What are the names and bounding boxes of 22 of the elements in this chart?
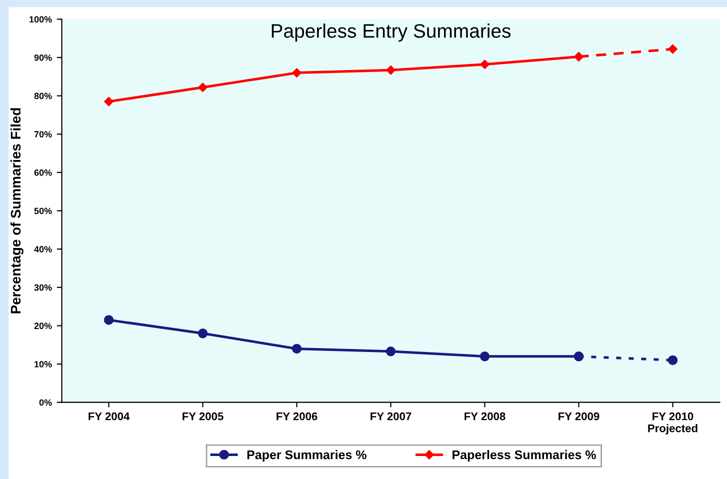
- x-tick-label: FY 2008: [464, 412, 506, 420]
- x-tick-label: FY 2009: [558, 412, 600, 420]
- legend-label: Paperless Summaries %: [452, 450, 596, 462]
- y-tick-label: 70%: [34, 131, 52, 138]
- chart-title: Paperless Entry Summaries: [272, 24, 511, 42]
- y-tick-label: 90%: [34, 54, 52, 61]
- y-axis-title: Percentage of Summaries Filed: [10, 108, 24, 314]
- y-tick-label: 10%: [34, 361, 52, 368]
- y-tick-label: 40%: [34, 246, 52, 252]
- x-tick-label: FY 2005: [182, 412, 224, 420]
- x-tick-label: FY 2004: [88, 412, 130, 420]
- x-tick-label: FY 2007: [370, 412, 412, 420]
- legend-label: Paper Summaries %: [247, 450, 366, 462]
- y-tick-label: 80%: [34, 92, 52, 100]
- y-tick-label: 20%: [34, 322, 52, 330]
- x-tick-label: FY 2010 Projected: [648, 412, 698, 434]
- y-tick-label: 100%: [30, 16, 52, 23]
- y-tick-label: 60%: [34, 169, 52, 176]
- y-tick-label: 50%: [34, 208, 52, 214]
- y-tick-label: 30%: [34, 284, 52, 291]
- y-tick-label: 0%: [39, 399, 52, 406]
- x-tick-label: FY 2006: [276, 412, 318, 420]
